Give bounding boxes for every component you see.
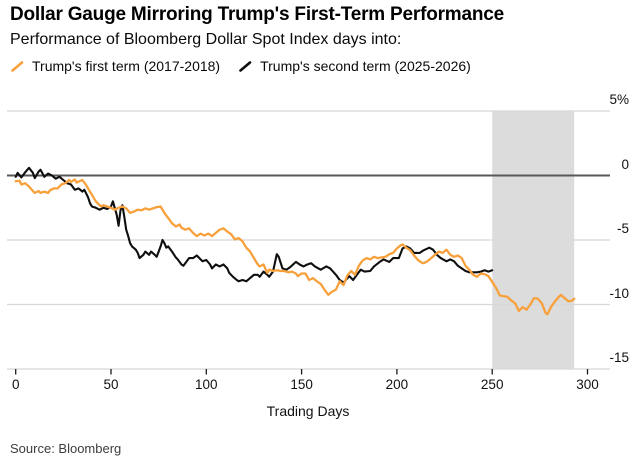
legend-line-marker-icon: [11, 60, 24, 72]
legend-item: Trump's second term (2025-2026): [238, 58, 471, 74]
legend-label: Trump's second term (2025-2026): [260, 58, 471, 74]
legend-label: Trump's first term (2017-2018): [32, 58, 221, 74]
first-term-line: [14, 178, 576, 316]
x-tick-label: 150: [290, 377, 313, 392]
legend-item: Trump's first term (2017-2018): [10, 58, 220, 74]
x-tick-label: 50: [103, 377, 119, 392]
chart-legend: Trump's first term (2017-2018) Trump's se…: [10, 58, 471, 74]
x-axis-title: Trading Days: [266, 403, 350, 419]
x-tick-label: 100: [195, 377, 218, 392]
x-tick-label: 250: [480, 377, 504, 392]
y-tick-label: -5: [616, 221, 629, 236]
y-tick-label: -15: [609, 350, 629, 365]
x-tick-label: 0: [11, 377, 20, 392]
y-tick-label: -10: [609, 285, 629, 301]
second-term-line: [14, 166, 494, 284]
x-tick-label: 200: [385, 377, 409, 392]
source-attribution: Source: Bloomberg: [10, 441, 122, 456]
y-tick-label: 0: [621, 156, 629, 172]
x-tick-label: 300: [576, 377, 599, 392]
y-tick-label: 5%: [609, 92, 629, 107]
chart-title: Dollar Gauge Mirroring Trump's First-Ter…: [10, 4, 505, 25]
legend-line-marker-icon: [239, 60, 252, 72]
chart-subtitle: Performance of Bloomberg Dollar Spot Ind…: [10, 31, 402, 48]
